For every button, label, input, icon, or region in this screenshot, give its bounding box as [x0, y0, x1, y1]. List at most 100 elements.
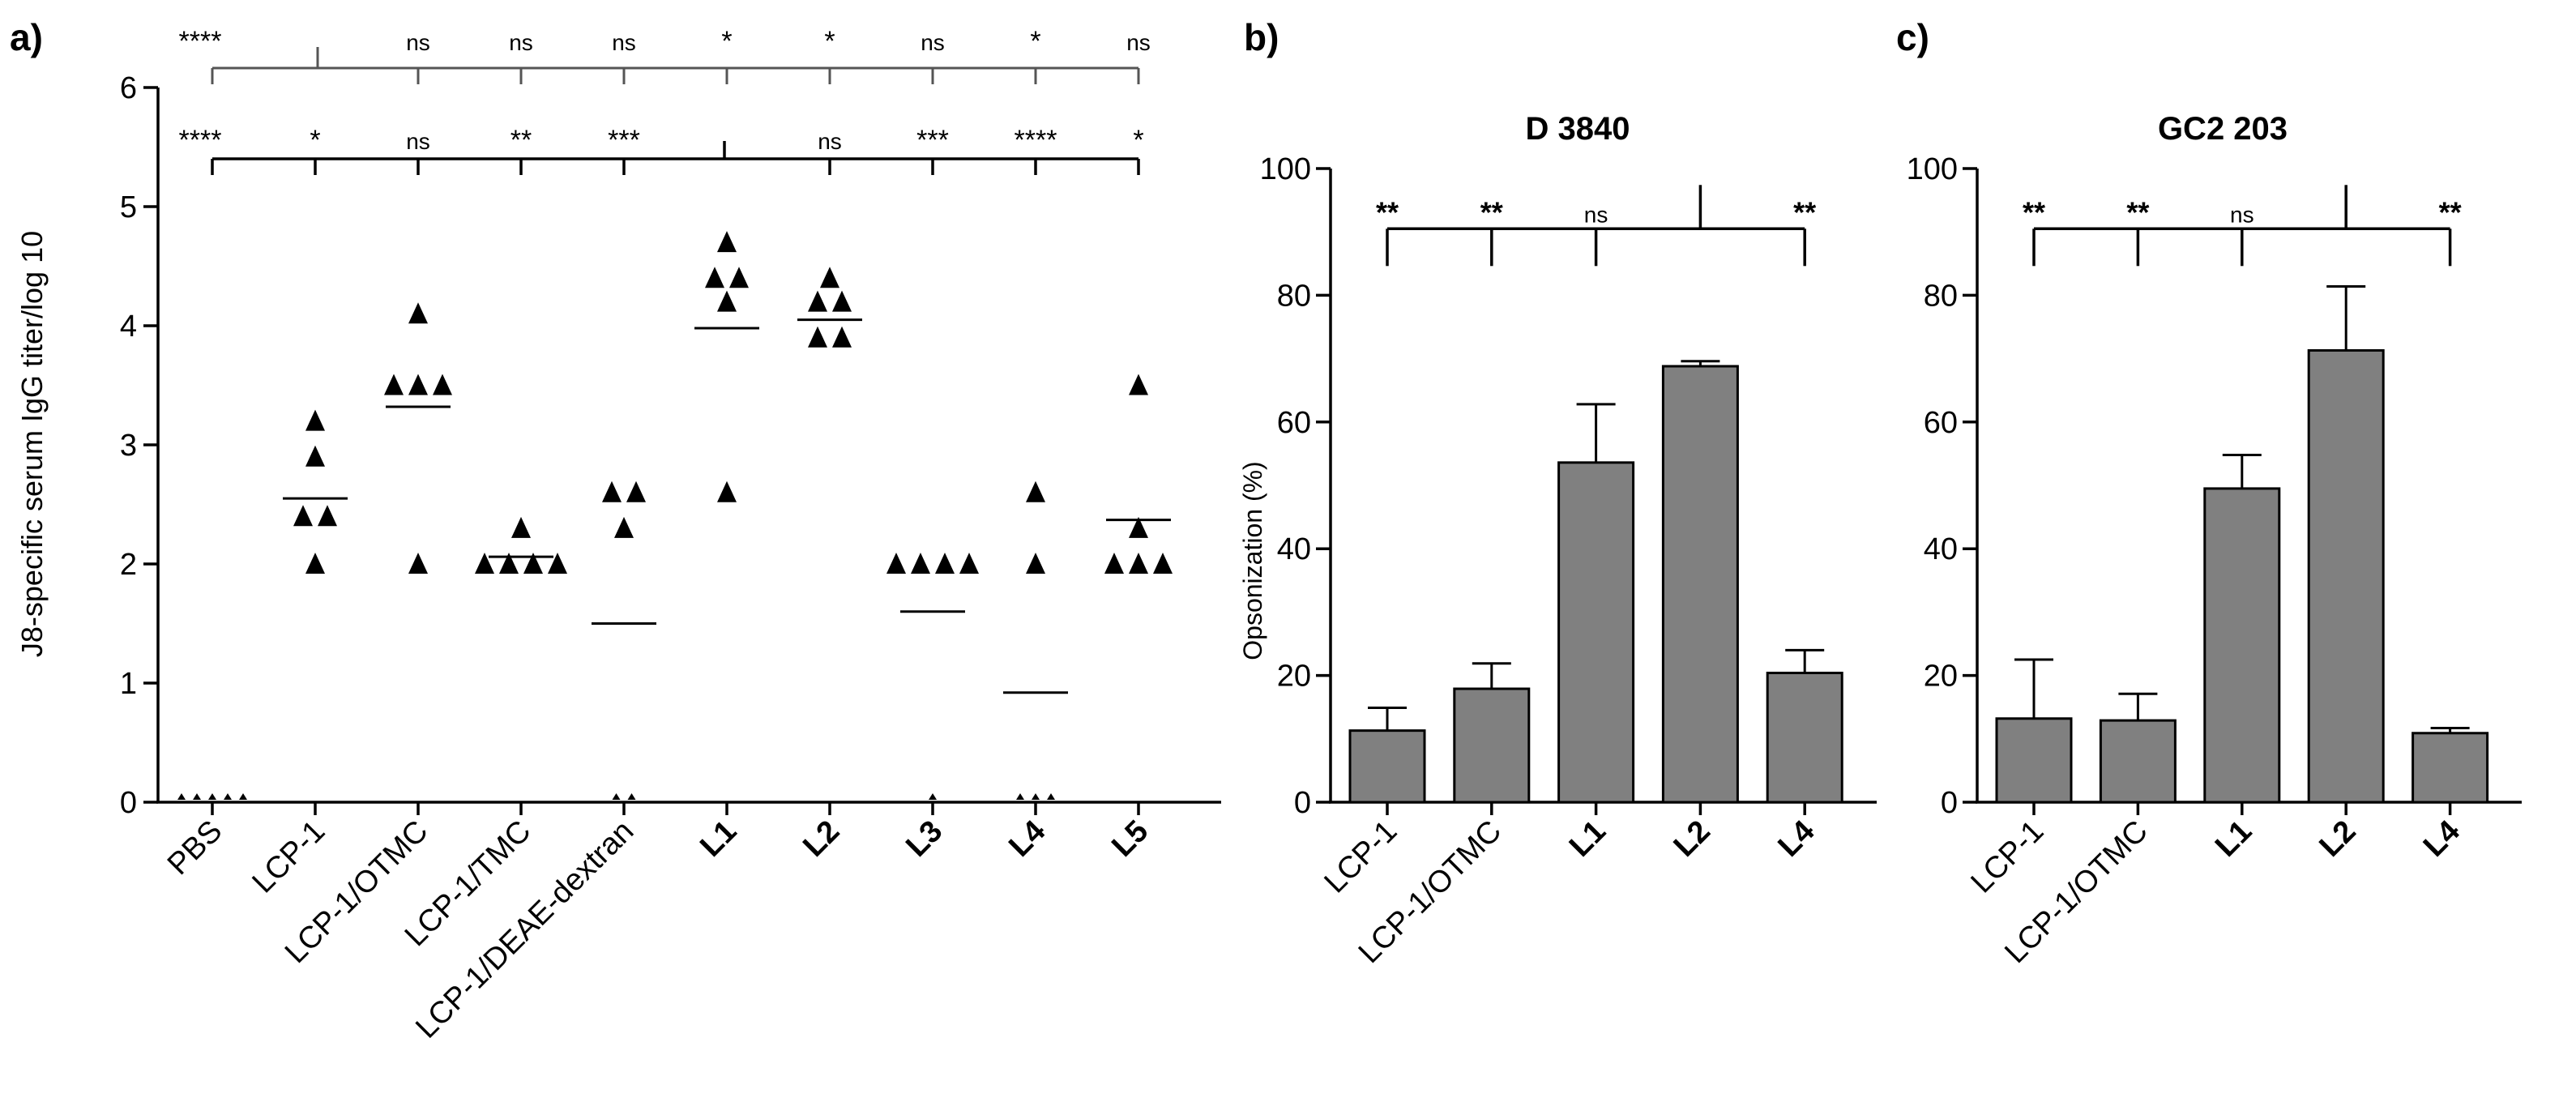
panel-b-bar-l4 [1766, 671, 1843, 804]
panel-b-bar-lcp-1-otmc [1453, 687, 1531, 804]
panel-a-data-point-l2 [832, 290, 852, 312]
panel-c-category-label-l1: L1 [2209, 814, 2258, 864]
panel-c-sig-label-0: ** [2023, 195, 2045, 229]
panel-b-y-tick-label: 80 [1277, 279, 1311, 313]
panel-a-data-point-lcp-1-deae-dextran [612, 793, 621, 800]
panel-a-data-point-lcp-1-otmc [408, 374, 428, 395]
panel-a-top-sig-3: ns [509, 30, 533, 55]
panel-c-bar-lcp-1-otmc [2099, 719, 2177, 804]
panel-b-category-label-l2: L2 [1668, 814, 1717, 864]
panel-a-y-tick-label: 3 [120, 429, 137, 463]
panel-b-y-tick-label: 100 [1260, 152, 1311, 186]
panel-c-bar-l1 [2203, 487, 2281, 804]
panel-a-data-point-l5 [1129, 553, 1148, 574]
panel-c-y-tick-label: 80 [1924, 279, 1958, 313]
panel-a-top-sig-4: ns [612, 30, 636, 55]
panel-a-y-tick-label: 6 [120, 71, 137, 105]
panel-c-category-label-l4: L4 [2417, 814, 2467, 864]
panel-b-sig-label-4: ** [1793, 195, 1816, 229]
panel-a-data-point-lcp-1-tmc [548, 553, 567, 574]
panel-b-title: D 3840 [1526, 111, 1630, 147]
panel-a-data-point-lcp-1 [318, 505, 337, 527]
panel-a-category-label-l4: L4 [1002, 814, 1052, 864]
panel-a-top-sig-6: * [824, 26, 835, 57]
panel-a-data-point-pbs [239, 793, 247, 800]
panel-a-data-point-l2 [832, 326, 852, 348]
panel-a-scatter-plot: a) J8-specific serum IgG titer/log 10 0 1… [10, 16, 1221, 1045]
panel-c-y-tick-label: 60 [1924, 406, 1958, 440]
panel-b-bar-l1 [1557, 461, 1635, 804]
panel-b-bar-lcp-1 [1348, 729, 1426, 804]
panel-c-y-tick-label: 40 [1924, 532, 1958, 566]
panel-c-bar-l2 [2307, 348, 2385, 804]
panel-a-data-point-l1 [705, 267, 724, 288]
panel-a-lower-sig-7: *** [916, 125, 949, 156]
panel-a-y-tick-label: 5 [120, 190, 137, 224]
panel-c-category-label-l2: L2 [2313, 814, 2362, 864]
panel-a-top-sig-9: ns [1126, 30, 1151, 55]
panel-a-category-label-pbs: PBS [161, 814, 229, 882]
panel-a-category-label-l2: L2 [797, 814, 846, 864]
panel-a-data-point-lcp-1-otmc [384, 374, 404, 395]
panel-a-lower-sig-6: ns [818, 129, 842, 154]
panel-a-category-label-l3: L3 [899, 814, 949, 864]
panel-c-sig-label-4: ** [2439, 195, 2462, 229]
panel-b-y-tick-label: 40 [1277, 532, 1311, 566]
panel-a-lower-sig-2: ns [406, 129, 430, 154]
panel-b-bar-l2 [1661, 365, 1739, 804]
panel-a-data-point-l5 [1104, 553, 1124, 574]
panel-a-label: a) [10, 16, 43, 58]
panel-c-label: c) [1896, 16, 1929, 58]
panel-a-data-point-pbs [224, 793, 232, 800]
panel-a-data-point-lcp-1-tmc [475, 553, 494, 574]
panel-b-y-tick-label: 60 [1277, 406, 1311, 440]
panel-a-data-point-lcp-1 [293, 505, 313, 527]
panel-a-data-point-l2 [808, 290, 827, 312]
panel-b-sig-label-0: ** [1376, 195, 1399, 229]
panel-a-category-label-l1: L1 [694, 814, 743, 864]
panel-a-data-point-l4 [1047, 793, 1055, 800]
panel-a-data-point-lcp-1-deae-dextran [602, 481, 622, 502]
panel-a-data-point-l1 [717, 290, 737, 312]
panel-a-top-sig-8: * [1030, 26, 1040, 57]
panel-b-y-tick-label: 20 [1277, 660, 1311, 694]
panel-a-y-tick-label: 1 [120, 667, 137, 701]
panel-c-y-tick-label: 100 [1907, 152, 1958, 186]
panel-a-data-point-lcp-1-otmc [408, 302, 428, 324]
panel-a-lower-sig-4: *** [608, 125, 640, 156]
panel-a-category-label-lcp-1: LCP-1 [246, 814, 331, 900]
panel-a-top-sig-0: **** [179, 26, 222, 57]
panel-a-data-point-pbs [208, 793, 216, 800]
panel-a-data-point-pbs [193, 793, 201, 800]
panel-a-y-tick-label: 4 [120, 310, 137, 344]
panel-c-bar-l4 [2412, 732, 2489, 804]
panel-a-data-point-lcp-1-tmc [523, 553, 543, 574]
panel-b-category-label-l4: L4 [1771, 814, 1821, 864]
panel-a-data-point-l1 [717, 481, 737, 502]
panel-a-data-point-l3 [959, 553, 979, 574]
panel-a-lower-sig-0: **** [179, 125, 222, 156]
panel-a-data-point-l2 [808, 326, 827, 348]
panel-a-data-point-l4 [1016, 793, 1024, 800]
panel-a-data-point-l4 [1026, 553, 1045, 574]
panel-a-data-point-l3 [929, 793, 937, 800]
panel-a-data-point-lcp-1-deae-dextran [626, 481, 646, 502]
panel-c-bar-lcp-1 [1995, 717, 2073, 804]
panel-c-title: GC2 203 [2158, 111, 2288, 147]
panel-b-category-label-lcp-1: LCP-1 [1318, 814, 1403, 900]
panel-a-data-point-l5 [1129, 516, 1148, 538]
panel-c-category-label-lcp-1: LCP-1 [1964, 814, 2050, 900]
panel-a-data-point-pbs [177, 793, 186, 800]
panel-a-lower-sig-8: **** [1015, 125, 1057, 156]
panel-a-data-point-lcp-1-deae-dextran [627, 793, 636, 800]
panel-a-y-axis-label: J8-specific serum IgG titer/log 10 [15, 231, 49, 657]
panel-a-data-point-lcp-1 [305, 553, 325, 574]
panel-a-data-point-lcp-1 [305, 445, 325, 467]
panel-a-data-point-l3 [935, 553, 955, 574]
panel-a-lower-sig-3: ** [511, 125, 532, 156]
panel-a-y-tick-label: 2 [120, 548, 137, 582]
panel-c-sig-label-2: ns [2230, 202, 2254, 227]
panel-a-data-point-lcp-1-tmc [511, 516, 531, 538]
panel-a-data-point-lcp-1-otmc [408, 553, 428, 574]
panel-a-data-point-lcp-1 [305, 409, 325, 431]
